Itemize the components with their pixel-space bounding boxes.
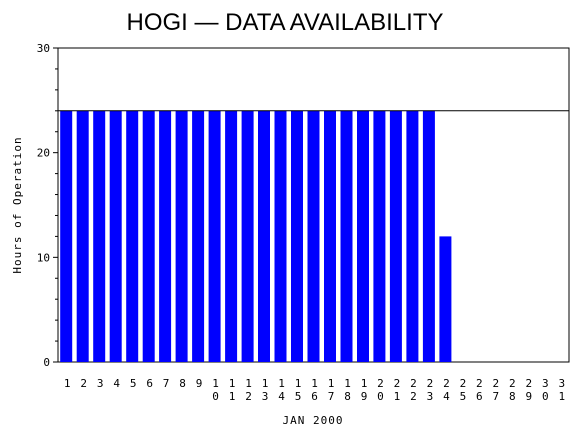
x-tick-label: 8 [179, 377, 186, 390]
bar-day-13 [258, 110, 270, 362]
y-tick-label: 30 [37, 42, 50, 55]
bar-day-2 [76, 110, 89, 362]
bar-day-14 [274, 110, 287, 362]
y-axis-label: Hours of Operation [11, 136, 24, 273]
bar-day-4 [109, 110, 122, 362]
y-minor-ticks [55, 68, 58, 342]
y-tick-label: 20 [37, 147, 50, 160]
bar-day-20 [373, 110, 386, 362]
bar-day-21 [389, 110, 402, 362]
chart-title: HOGI — DATA AVAILABILITY [127, 9, 444, 36]
y-tick-labels: 0 10 20 30 [37, 42, 58, 369]
x-tick-labels: 1 2 3 4 5 6 7 8 9 1 01 11 21 31 41 51 61 71 81 92 02 12 22 32 42… [64, 377, 565, 403]
bar-day-7 [159, 110, 172, 362]
bar-day-6 [142, 110, 155, 362]
bar-day-22 [406, 110, 419, 362]
bar-day-11 [225, 110, 238, 362]
x-tick-label: 7 [163, 377, 170, 390]
bar-day-23 [422, 110, 435, 362]
bar-day-8 [175, 110, 188, 362]
bar-day-3 [93, 110, 106, 362]
bar-day-19 [357, 110, 369, 362]
x-axis-label: JAN 2000 [283, 414, 344, 427]
bar-day-17 [324, 110, 336, 362]
x-tick-label: 1 [64, 377, 71, 390]
x-tick-label: 4 [113, 377, 120, 390]
y-tick-label: 10 [37, 251, 50, 264]
bar-day-16 [307, 110, 320, 362]
bar-day-5 [126, 110, 139, 362]
bar-day-9 [192, 110, 205, 362]
bar-day-10 [208, 110, 221, 362]
bar-day-1 [60, 110, 73, 362]
x-tick-label: 6 [146, 377, 153, 390]
bars [60, 110, 452, 362]
x-tick-label: 3 [97, 377, 104, 390]
bar-day-15 [291, 110, 303, 362]
bar-day-12 [241, 110, 254, 362]
x-tick-label: 5 [130, 377, 137, 390]
x-tick-label: 2 [80, 377, 87, 390]
bar-day-24 [439, 236, 452, 362]
bar-day-18 [340, 110, 353, 362]
x-tick-label: 9 [196, 377, 203, 390]
y-tick-label: 0 [43, 356, 50, 369]
